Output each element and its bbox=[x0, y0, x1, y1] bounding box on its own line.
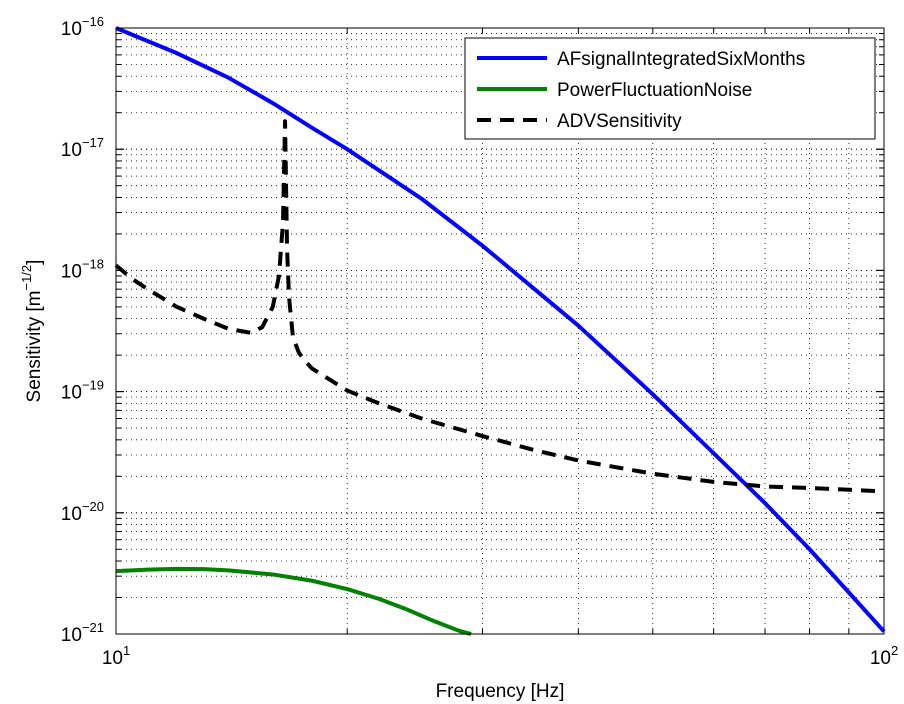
y-tick-label-exponent: −21 bbox=[82, 620, 104, 635]
legend: AFsignalIntegratedSixMonths PowerFluctuat… bbox=[464, 37, 876, 140]
y-tick-label-base: 10 bbox=[61, 383, 82, 404]
series-line-ADVSensitivity bbox=[114, 119, 885, 494]
y-axis-label: Sensitivity [m−1/2] bbox=[19, 260, 45, 403]
y-tick-label-base: 10 bbox=[61, 19, 82, 40]
legend-label: AFsignalIntegratedSixMonths bbox=[557, 49, 805, 70]
y-tick-label: 10−17 bbox=[61, 135, 104, 161]
y-tick-label-base: 10 bbox=[61, 140, 82, 161]
y-tick-label: 10−18 bbox=[61, 256, 104, 282]
y-tick-label-base: 10 bbox=[61, 625, 82, 646]
x-tick-label-exponent: 2 bbox=[891, 643, 898, 658]
x-tick-label: 102 bbox=[870, 643, 898, 669]
legend-label: ADVSensitivity bbox=[557, 111, 682, 132]
y-axis-label-base: Sensitivity [m bbox=[24, 291, 45, 403]
plot-frame bbox=[115, 27, 885, 635]
y-tick-label-exponent: −19 bbox=[82, 378, 104, 393]
y-tick-label-exponent: −16 bbox=[82, 14, 104, 29]
y-tick-label-base: 10 bbox=[61, 261, 82, 282]
y-tick-label-exponent: −17 bbox=[82, 135, 104, 150]
x-tick-label-exponent: 1 bbox=[123, 643, 130, 658]
series-lines bbox=[114, 26, 886, 636]
y-tick-label-base: 10 bbox=[61, 504, 82, 525]
x-tick-label-base: 10 bbox=[102, 648, 123, 669]
x-axis-label: Frequency [Hz] bbox=[436, 681, 565, 702]
series-line-PowerFluctuationNoise bbox=[115, 566, 472, 636]
y-axis-label-exponent: −1/2 bbox=[19, 265, 34, 291]
y-axis-label-end: ] bbox=[24, 260, 45, 265]
y-tick-label: 10−21 bbox=[61, 620, 104, 646]
x-tick-label-base: 10 bbox=[870, 648, 891, 669]
x-tick-label: 101 bbox=[102, 643, 130, 669]
legend-label: PowerFluctuationNoise bbox=[557, 80, 752, 101]
y-tick-label: 10−20 bbox=[61, 499, 104, 525]
y-tick-label-exponent: −20 bbox=[82, 499, 104, 514]
y-tick-label: 10−19 bbox=[61, 378, 104, 404]
y-tick-label-exponent: −18 bbox=[82, 256, 104, 271]
series-line-AFsignalIntegratedSixMonths bbox=[115, 26, 886, 633]
y-tick-label: 10−16 bbox=[61, 14, 104, 40]
